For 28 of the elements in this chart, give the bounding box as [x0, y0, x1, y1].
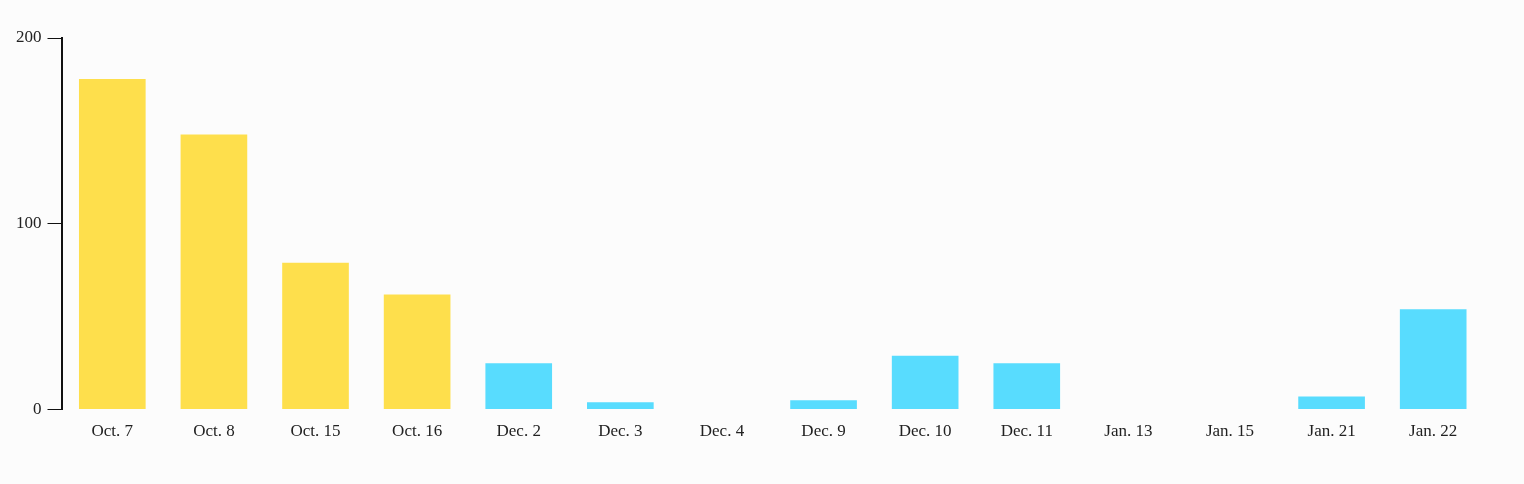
bar — [1298, 396, 1365, 410]
x-tick-label: Dec. 9 — [801, 421, 846, 441]
x-tick-label: Oct. 16 — [392, 421, 443, 441]
y-tick-label: 200 — [16, 27, 42, 47]
bar — [78, 78, 146, 410]
bar — [383, 294, 451, 410]
x-tick-label: Oct. 8 — [193, 421, 235, 441]
y-tick-label: 100 — [16, 213, 42, 233]
bar — [993, 363, 1061, 410]
x-tick-label: Dec. 10 — [898, 421, 952, 441]
x-tick-label: Jan. 21 — [1307, 421, 1356, 441]
x-tick-label: Dec. 11 — [1000, 421, 1053, 441]
x-tick-label: Dec. 2 — [496, 421, 541, 441]
bar — [587, 402, 654, 410]
x-tick-label: Dec. 3 — [598, 421, 643, 441]
bar — [485, 363, 553, 410]
bar — [1399, 309, 1467, 410]
bar — [790, 400, 857, 410]
x-tick-label: Oct. 15 — [290, 421, 341, 441]
bar — [891, 355, 959, 410]
bar — [282, 262, 349, 410]
x-tick-label: Dec. 4 — [699, 421, 745, 441]
x-tick-label: Oct. 7 — [91, 421, 134, 441]
bar — [180, 134, 248, 410]
y-tick-label: 0 — [33, 399, 42, 419]
x-tick-label: Jan. 15 — [1205, 421, 1255, 441]
x-tick-label: Jan. 22 — [1409, 421, 1458, 441]
x-tick-label: Jan. 13 — [1104, 421, 1153, 441]
